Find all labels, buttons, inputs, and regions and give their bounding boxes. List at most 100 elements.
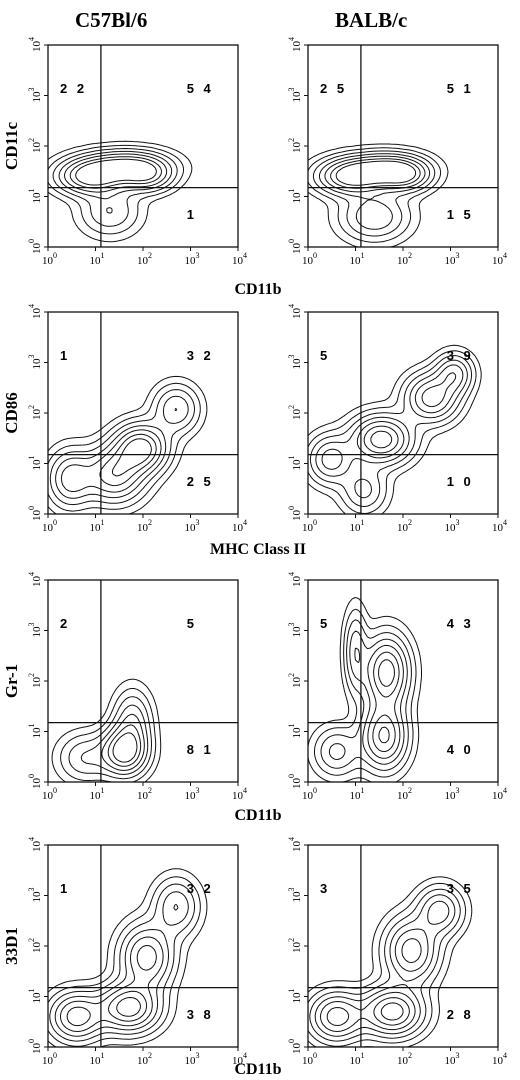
x-tick-exponent: 1 xyxy=(101,518,105,527)
y-tick-exponent: 2 xyxy=(27,405,36,409)
x-tick-exponent: 2 xyxy=(408,786,412,795)
quadrant-upper-right-percent: 4 3 xyxy=(447,616,474,631)
x-tick-label: 103 xyxy=(445,1051,460,1067)
y-tick-label: 102 xyxy=(27,938,43,953)
quadrant-upper-right-percent: 3 2 xyxy=(187,881,214,896)
x-tick-label: 103 xyxy=(445,251,460,267)
contour-level-4 xyxy=(54,891,189,1037)
y-tick-label: 101 xyxy=(27,456,43,471)
y-tick-exponent: 1 xyxy=(27,724,36,728)
quadrant-lower-right-percent: 1 0 xyxy=(447,474,474,489)
y-tick-label: 103 xyxy=(27,88,43,103)
quadrant-upper-left-percent: 5 xyxy=(320,616,330,631)
x-tick-label: 102 xyxy=(397,251,412,267)
y-tick-exponent: 2 xyxy=(27,673,36,677)
x-tick-label: 101 xyxy=(350,251,365,267)
contour-lines xyxy=(48,375,208,514)
x-tick-exponent: 1 xyxy=(361,786,365,795)
y-tick-exponent: 3 xyxy=(287,888,296,892)
contour-level-4 xyxy=(314,894,456,1037)
y-tick-exponent: 1 xyxy=(287,724,296,728)
contour-level-4 xyxy=(58,150,173,214)
x-tick-exponent: 0 xyxy=(313,518,317,527)
y-tick-exponent: 1 xyxy=(27,189,36,193)
x-tick-label: 101 xyxy=(90,518,105,534)
y-tick-exponent: 1 xyxy=(287,989,296,993)
x-tick-exponent: 3 xyxy=(456,251,460,260)
quadrant-upper-right-percent: 5 1 xyxy=(447,81,474,96)
contour-lines xyxy=(48,868,208,1047)
y-tick-exponent: 1 xyxy=(287,456,296,460)
y-tick-label: 100 xyxy=(287,506,303,521)
x-tick-exponent: 0 xyxy=(53,518,57,527)
y-tick-label: 102 xyxy=(287,138,303,153)
footer-xlabel: CD11b xyxy=(234,1061,281,1078)
y-tick-exponent: 3 xyxy=(287,88,296,92)
x-tick-label: 101 xyxy=(350,518,365,534)
contour-level-3 xyxy=(309,888,461,1042)
contour-level-1 xyxy=(308,597,422,782)
quadrant-upper-left-percent: 1 xyxy=(60,348,70,363)
x-tick-label: 100 xyxy=(302,251,317,267)
y-tick-label: 100 xyxy=(27,1039,43,1054)
contour-level-7 xyxy=(370,430,393,449)
contour-level-4 xyxy=(55,395,189,499)
y-tick-exponent: 4 xyxy=(27,837,36,841)
y-tick-label: 100 xyxy=(27,506,43,521)
y-tick-exponent: 1 xyxy=(287,189,296,193)
y-tick-exponent: 4 xyxy=(287,837,296,841)
contour-level-1 xyxy=(308,143,449,247)
x-tick-exponent: 3 xyxy=(196,1051,200,1060)
y-tick-exponent: 4 xyxy=(287,304,296,308)
y-tick-label: 102 xyxy=(27,405,43,420)
y-tick-exponent: 3 xyxy=(27,623,36,627)
x-tick-label: 104 xyxy=(232,518,247,534)
x-tick-exponent: 3 xyxy=(456,1051,460,1060)
contour-level-3 xyxy=(52,148,178,227)
x-tick-exponent: 2 xyxy=(408,1051,412,1060)
x-tick-label: 101 xyxy=(350,1051,365,1067)
y-tick-label: 103 xyxy=(27,623,43,638)
x-axis-label: CD11b xyxy=(234,281,281,298)
y-axis-label: Gr-1 xyxy=(2,664,21,698)
y-tick-exponent: 0 xyxy=(27,1039,36,1043)
contour-level-1 xyxy=(308,876,473,1047)
contour-level-3 xyxy=(68,696,152,780)
contour-level-5 xyxy=(320,900,450,1032)
x-tick-label: 102 xyxy=(137,518,152,534)
x-tick-exponent: 4 xyxy=(243,518,247,527)
contour-level-7 xyxy=(111,438,152,477)
x-tick-label: 104 xyxy=(492,251,507,267)
x-tick-label: 102 xyxy=(397,1051,412,1067)
x-tick-exponent: 4 xyxy=(243,251,247,260)
y-tick-label: 104 xyxy=(27,837,43,852)
contour-level-1 xyxy=(308,344,482,514)
y-tick-exponent: 2 xyxy=(287,405,296,409)
contour-level-2 xyxy=(314,608,417,778)
contour-level-3 xyxy=(49,883,195,1042)
x-axis-label: CD11b xyxy=(234,807,281,824)
contour-level-2 xyxy=(48,382,201,512)
x-tick-label: 102 xyxy=(397,518,412,534)
quadrant-upper-left-percent: 1 xyxy=(60,881,70,896)
contour-level-5 xyxy=(324,155,426,193)
x-tick-label: 100 xyxy=(42,786,57,802)
x-tick-label: 101 xyxy=(90,786,105,802)
y-tick-exponent: 0 xyxy=(27,774,36,778)
quadrant-lower-right-percent: 2 5 xyxy=(187,474,214,489)
quadrant-upper-right-percent: 3 2 xyxy=(187,348,214,363)
x-tick-label: 102 xyxy=(137,1051,152,1067)
quadrant-upper-right-percent: 5 4 xyxy=(187,81,214,96)
x-tick-exponent: 4 xyxy=(503,1051,507,1060)
contour-level-1 xyxy=(48,375,208,514)
x-tick-exponent: 3 xyxy=(456,518,460,527)
y-tick-label: 103 xyxy=(287,88,303,103)
y-tick-label: 104 xyxy=(27,572,43,587)
x-tick-label: 104 xyxy=(232,786,247,802)
x-tick-label: 103 xyxy=(185,786,200,802)
